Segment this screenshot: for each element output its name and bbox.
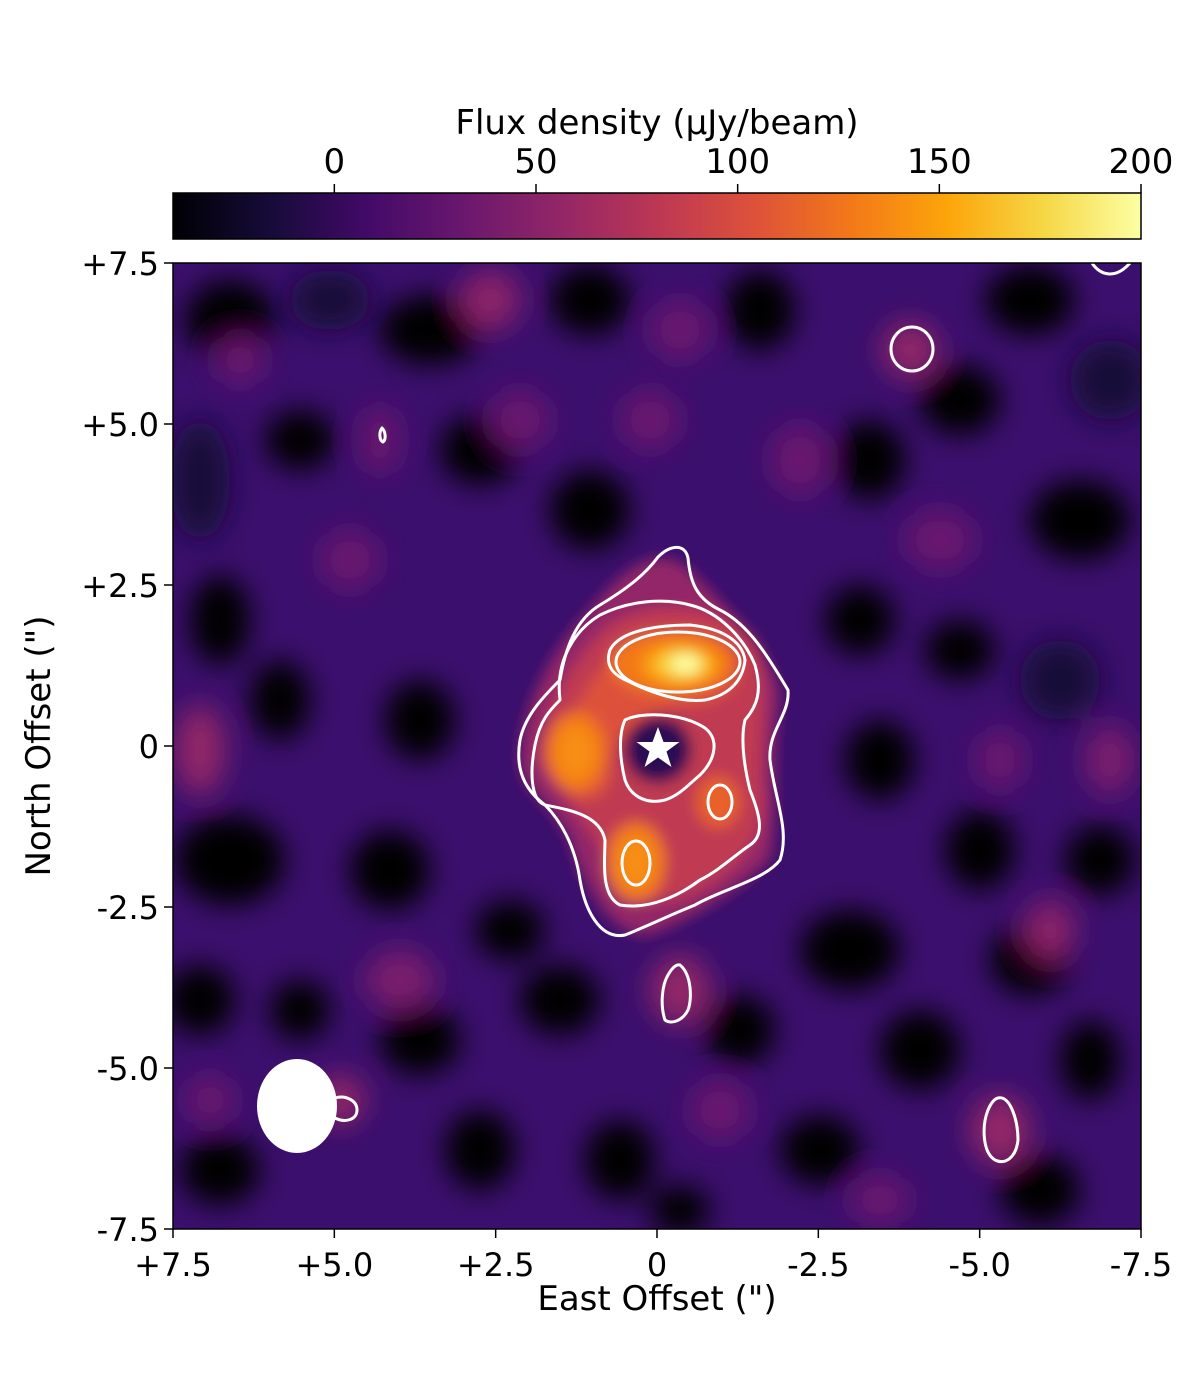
x-axis-ticks: +7.5 +5.0 +2.5 0 -2.5 -5.0 -7.5 bbox=[134, 1229, 1172, 1284]
colorbar: 0 50 100 150 200 Flux density (μJy/beam) bbox=[172, 103, 1174, 240]
contour-peak-north bbox=[614, 630, 742, 694]
colorbar-tick-label: 0 bbox=[324, 142, 346, 182]
plot-area bbox=[173, 263, 1141, 1229]
x-tick-label: +7.5 bbox=[134, 1246, 212, 1284]
y-axis-ticks: +7.5 +5.0 +2.5 0 -2.5 -5.0 -7.5 bbox=[81, 245, 173, 1249]
colorbar-tick-label: 50 bbox=[514, 142, 557, 182]
y-tick-label: +7.5 bbox=[81, 245, 159, 283]
contours bbox=[329, 263, 1132, 1164]
x-tick-label: -2.5 bbox=[787, 1246, 849, 1284]
colorbar-tick-label: 150 bbox=[907, 142, 972, 182]
colorbar-gradient bbox=[172, 192, 1142, 240]
y-tick-label: -5.0 bbox=[97, 1050, 159, 1088]
x-axis-label: East Offset (") bbox=[537, 1279, 776, 1319]
noise-pattern bbox=[173, 265, 1141, 1229]
y-tick-label: -7.5 bbox=[97, 1211, 159, 1249]
contour-level-2 bbox=[530, 599, 761, 908]
x-tick-label: -7.5 bbox=[1110, 1246, 1172, 1284]
star-marker bbox=[636, 727, 680, 767]
y-tick-label: +2.5 bbox=[81, 567, 159, 605]
contour-blob-ne bbox=[378, 426, 387, 444]
x-tick-label: -5.0 bbox=[948, 1246, 1010, 1284]
contour-level-1 bbox=[517, 545, 790, 937]
y-tick-label: -2.5 bbox=[97, 889, 159, 927]
beam-ellipse bbox=[257, 1059, 337, 1153]
contour-blob-nw bbox=[889, 325, 935, 373]
y-axis-label: North Offset (") bbox=[19, 615, 59, 876]
colorbar-label: Flux density (μJy/beam) bbox=[455, 103, 858, 143]
x-tick-label: 0 bbox=[647, 1246, 667, 1284]
contour-inner-hole bbox=[619, 713, 716, 803]
contour-blob-top-right bbox=[1090, 263, 1132, 276]
contour-peak-south bbox=[620, 839, 652, 887]
colorbar-tick-label: 200 bbox=[1109, 142, 1174, 182]
contour-blob-sw bbox=[982, 1096, 1020, 1164]
x-tick-label: +2.5 bbox=[457, 1246, 535, 1284]
contour-blob-south bbox=[660, 963, 692, 1024]
source-emission bbox=[520, 558, 780, 936]
y-tick-label: 0 bbox=[139, 728, 159, 766]
contour-peak-southwest bbox=[706, 783, 734, 821]
x-tick-label: +5.0 bbox=[295, 1246, 373, 1284]
colorbar-tick-label: 100 bbox=[705, 142, 770, 182]
y-tick-label: +5.0 bbox=[81, 406, 159, 444]
colorbar-ticks: 0 50 100 150 200 bbox=[324, 142, 1174, 193]
